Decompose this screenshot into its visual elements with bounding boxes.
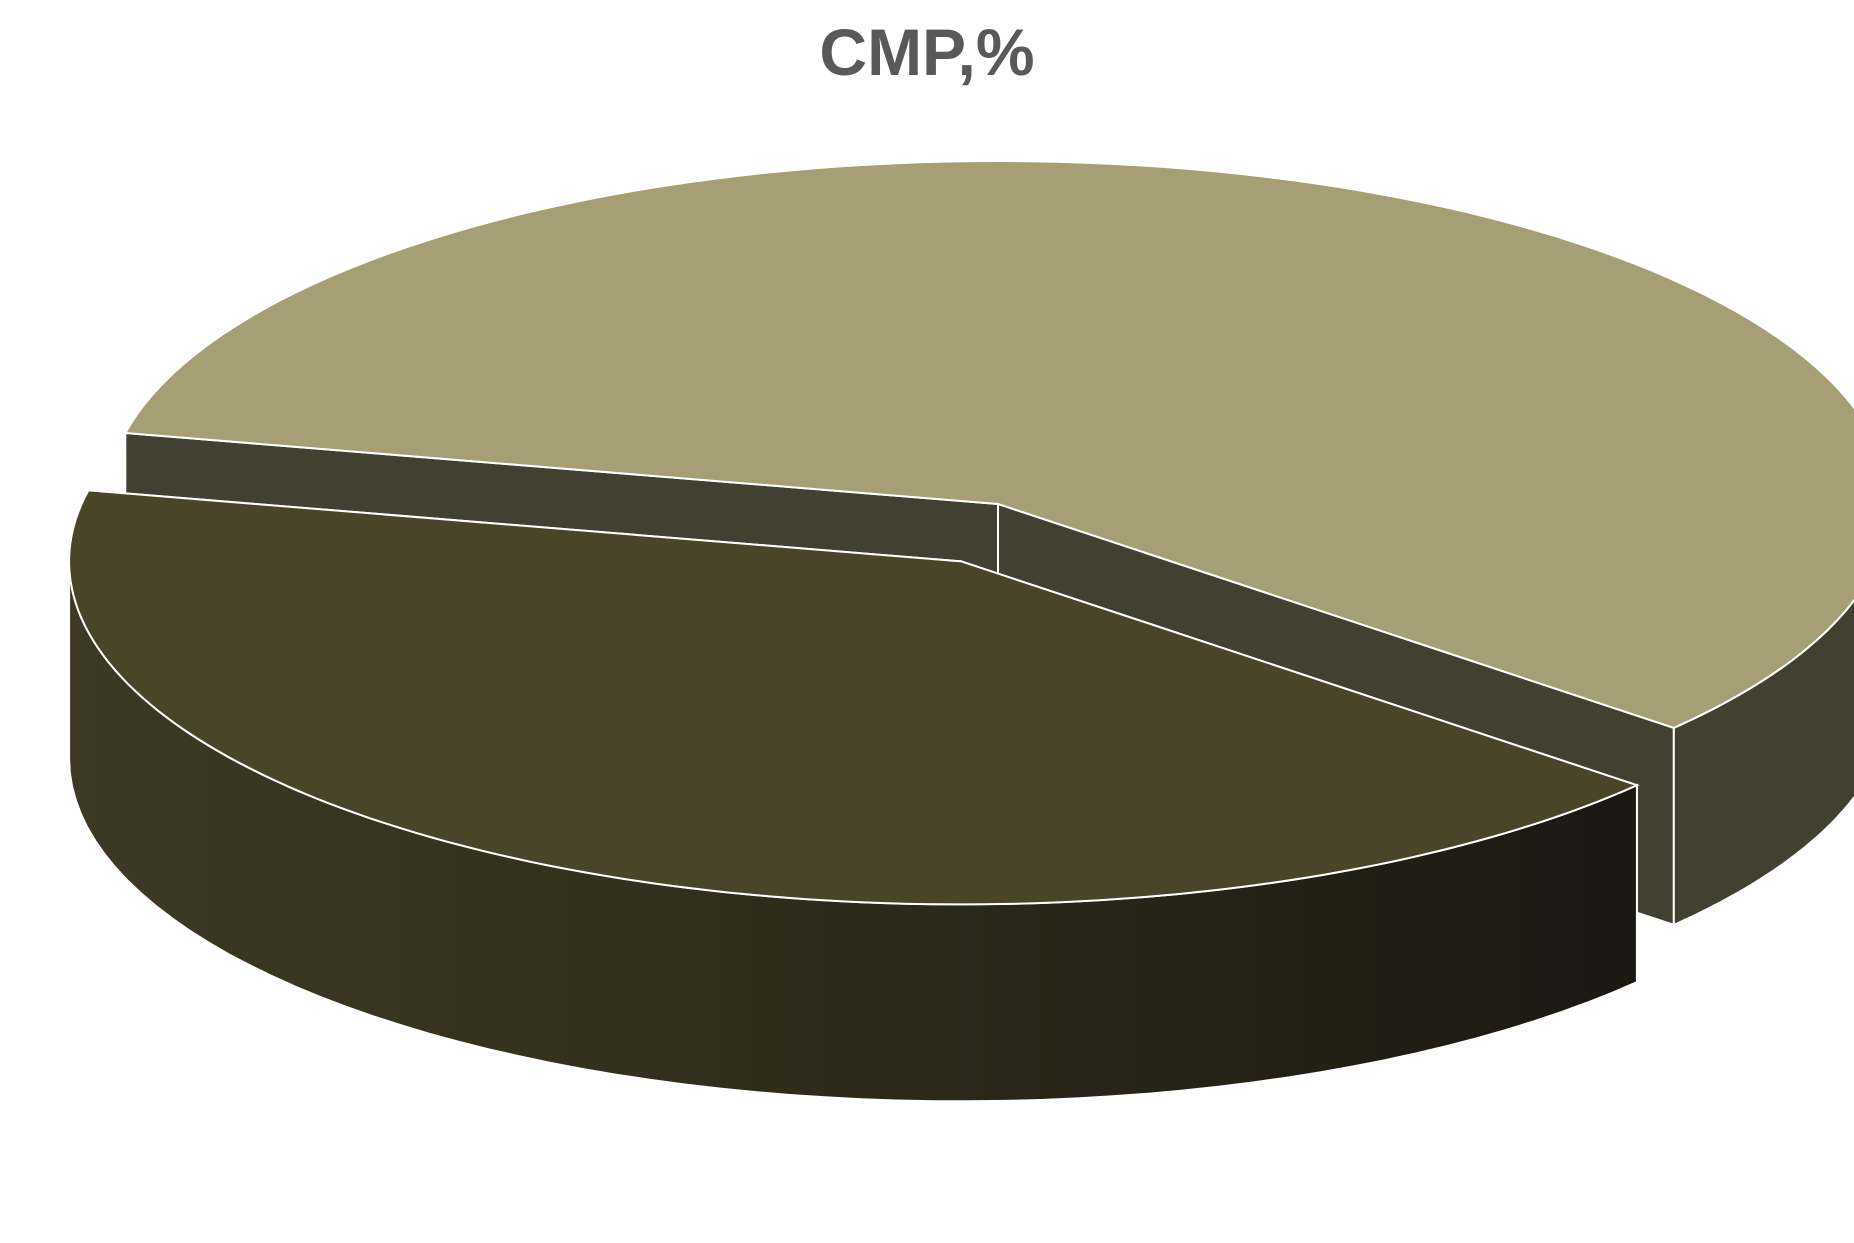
pie-slice-1 bbox=[68, 489, 1640, 1103]
chart-title: CMP,% bbox=[819, 15, 1035, 89]
pie-slice-0-top bbox=[123, 159, 1854, 729]
pie-slice-0-outer-wall bbox=[1672, 598, 1854, 927]
pie-group bbox=[68, 159, 1854, 1103]
pie-slice-1-top bbox=[68, 489, 1640, 906]
